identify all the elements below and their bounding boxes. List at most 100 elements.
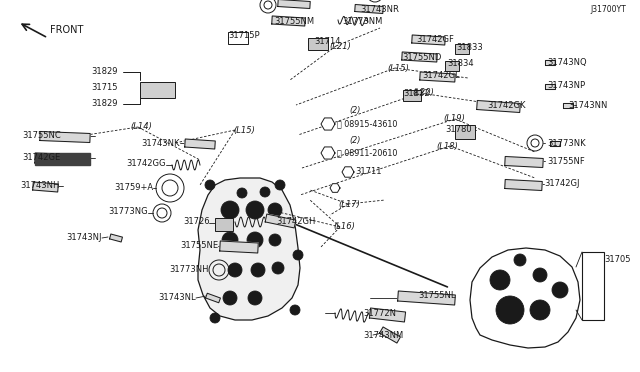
Circle shape	[221, 201, 239, 219]
Polygon shape	[321, 147, 335, 159]
Text: 31780: 31780	[445, 125, 472, 135]
Circle shape	[247, 232, 263, 248]
Text: (L19): (L19)	[443, 115, 465, 124]
Bar	[445, 61, 459, 71]
Text: 31772N: 31772N	[363, 308, 396, 317]
Text: 31742GJ: 31742GJ	[544, 180, 579, 189]
Polygon shape	[198, 178, 300, 320]
Text: 31743NM: 31743NM	[363, 330, 403, 340]
Bar	[403, 90, 421, 101]
Text: (L18): (L18)	[436, 141, 458, 151]
Text: J31700YT: J31700YT	[590, 6, 626, 15]
Circle shape	[290, 305, 300, 315]
Circle shape	[210, 313, 220, 323]
Polygon shape	[272, 16, 305, 26]
Polygon shape	[35, 153, 90, 165]
Polygon shape	[355, 4, 383, 13]
Polygon shape	[505, 157, 543, 167]
Circle shape	[246, 201, 264, 219]
Bar	[228, 32, 248, 44]
Text: 31711: 31711	[355, 167, 381, 176]
Text: 31773NG: 31773NG	[108, 208, 148, 217]
Polygon shape	[321, 118, 335, 130]
Circle shape	[228, 263, 242, 277]
Polygon shape	[205, 293, 220, 303]
Circle shape	[248, 291, 262, 305]
Text: FRONT: FRONT	[50, 25, 83, 35]
Text: 31755NF: 31755NF	[547, 157, 585, 166]
Text: 31742GG: 31742GG	[127, 160, 166, 169]
Circle shape	[260, 187, 270, 197]
Circle shape	[223, 291, 237, 305]
Text: 31743NL: 31743NL	[158, 294, 196, 302]
Text: 31715P: 31715P	[228, 32, 260, 41]
Text: 31755NE: 31755NE	[180, 241, 218, 250]
Bar	[308, 38, 328, 50]
Polygon shape	[470, 248, 580, 348]
Text: 31755NC: 31755NC	[22, 131, 61, 141]
Text: (L17): (L17)	[338, 199, 360, 208]
Text: 31833: 31833	[456, 42, 483, 51]
Text: 31743NQ: 31743NQ	[547, 58, 587, 67]
Text: 31755NL: 31755NL	[418, 292, 456, 301]
Polygon shape	[342, 167, 354, 177]
Circle shape	[205, 180, 215, 190]
Text: Ⓝ 08911-20610: Ⓝ 08911-20610	[337, 148, 397, 157]
Text: 31743NN: 31743NN	[568, 100, 607, 109]
Text: 31773NM: 31773NM	[342, 16, 382, 26]
Text: 31743NP: 31743NP	[547, 81, 585, 90]
Circle shape	[514, 254, 526, 266]
Text: (L20): (L20)	[412, 89, 434, 97]
Polygon shape	[369, 308, 406, 322]
Polygon shape	[545, 83, 555, 89]
Polygon shape	[330, 184, 340, 192]
Text: Ⓦ 08915-43610: Ⓦ 08915-43610	[337, 119, 397, 128]
Text: (L15): (L15)	[387, 64, 409, 73]
Circle shape	[496, 296, 524, 324]
Circle shape	[268, 203, 282, 217]
Circle shape	[251, 263, 265, 277]
Text: 31726: 31726	[184, 217, 210, 225]
Text: 31755NM: 31755NM	[274, 16, 314, 26]
Bar	[582, 252, 604, 320]
Bar	[455, 44, 469, 54]
Text: 31742GF: 31742GF	[416, 35, 454, 45]
Text: 31829: 31829	[92, 99, 118, 109]
Circle shape	[552, 282, 568, 298]
Text: 31743NH: 31743NH	[20, 182, 60, 190]
Polygon shape	[33, 182, 58, 192]
Bar	[215, 218, 233, 231]
Polygon shape	[185, 139, 215, 149]
Polygon shape	[220, 241, 259, 253]
Polygon shape	[420, 72, 455, 82]
Text: (2): (2)	[349, 106, 360, 115]
Text: (2): (2)	[349, 135, 360, 144]
Text: 31742GK: 31742GK	[487, 102, 525, 110]
Bar	[455, 125, 475, 139]
Polygon shape	[412, 35, 445, 45]
Polygon shape	[380, 327, 401, 343]
Polygon shape	[397, 291, 455, 305]
Circle shape	[275, 180, 285, 190]
Text: 31742GE: 31742GE	[22, 154, 60, 163]
Text: 31829: 31829	[92, 67, 118, 77]
Circle shape	[530, 300, 550, 320]
Polygon shape	[278, 0, 310, 9]
Text: 31834: 31834	[447, 60, 474, 68]
Circle shape	[293, 250, 303, 260]
Text: 31743NR: 31743NR	[360, 4, 399, 13]
Text: 31832: 31832	[403, 89, 429, 97]
Text: 31705: 31705	[604, 254, 630, 263]
Text: 31714: 31714	[314, 38, 340, 46]
Text: 31755ND: 31755ND	[402, 52, 442, 61]
Text: 31742GH: 31742GH	[276, 217, 316, 225]
Circle shape	[269, 234, 281, 246]
Circle shape	[222, 232, 238, 248]
Circle shape	[272, 262, 284, 274]
Polygon shape	[563, 103, 573, 108]
Polygon shape	[265, 214, 296, 228]
Circle shape	[533, 268, 547, 282]
Text: (L21): (L21)	[329, 42, 351, 51]
Text: (L15): (L15)	[233, 125, 255, 135]
Text: 31759+A: 31759+A	[114, 183, 153, 192]
